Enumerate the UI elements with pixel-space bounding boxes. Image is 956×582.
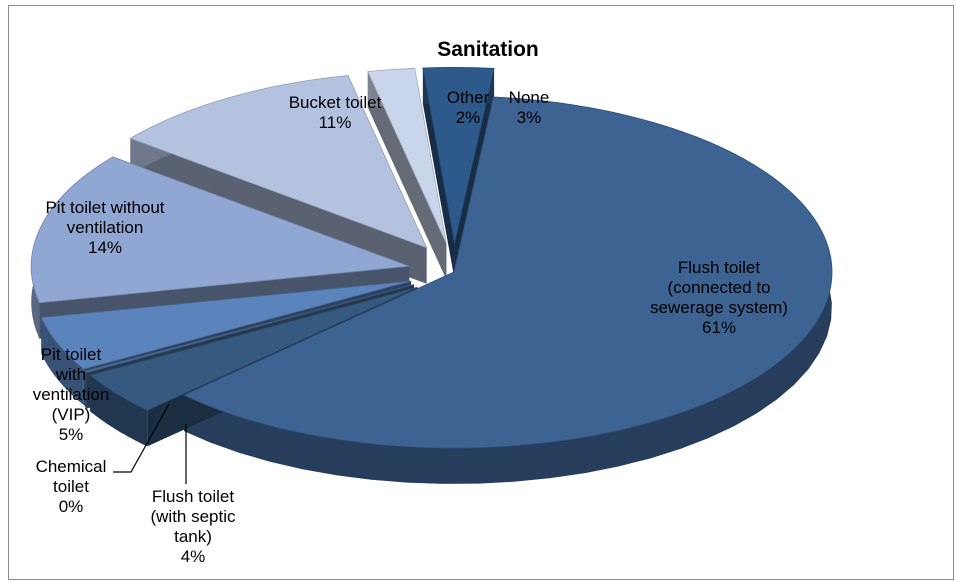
slice-label-7: None 3% [509, 88, 550, 127]
slice-rim-3 [41, 317, 84, 406]
chart-title: Sanitation [437, 38, 539, 61]
sanitation-pie-chart: Sanitation Flush toilet (connected to sewe… [30, 38, 833, 566]
slice-label-0: Flush toilet (connected to sewerage system… [650, 258, 788, 337]
slice-chemical-toilet [83, 284, 415, 373]
slice-bucket-toilet [129, 75, 428, 249]
slice-label-5: Bucket toilet 11% [289, 93, 382, 132]
slice-flush-toilet-connected-to-sewerage-system [182, 96, 833, 449]
slice-pit-toilet-with-ventilation-vip [40, 280, 412, 370]
slice-wall-6-0 [367, 71, 447, 280]
slice-label-4: Pit toilet without ventilation 14% [45, 198, 164, 257]
slice-label-6: Other 2% [447, 88, 490, 127]
slice-wall-7-0 [422, 68, 455, 280]
leader-line-0 [113, 403, 170, 473]
slice-label-1: Flush toilet (with septic tank) 4% [150, 487, 236, 566]
leader-lines-layer [113, 403, 187, 484]
slice-pit-toilet-without-ventilation [30, 156, 410, 304]
slice-rim-1 [90, 375, 148, 447]
chart-frame: Sanitation Flush toilet (connected to sewe… [8, 5, 954, 580]
slice-label-2: Chemical toilet 0% [36, 457, 107, 516]
slice-none [422, 67, 495, 244]
slice-label-3: Pit toilet with ventilation (VIP) 5% [33, 345, 110, 444]
pie-slices-layer [30, 67, 833, 449]
slice-rim-0 [183, 96, 832, 484]
slice-flush-toilet-with-septic-tank [89, 286, 418, 411]
slice-rim-2 [84, 370, 87, 409]
slice-other [367, 67, 447, 244]
slice-labels-layer: Flush toilet (connected to sewerage system… [33, 88, 788, 566]
